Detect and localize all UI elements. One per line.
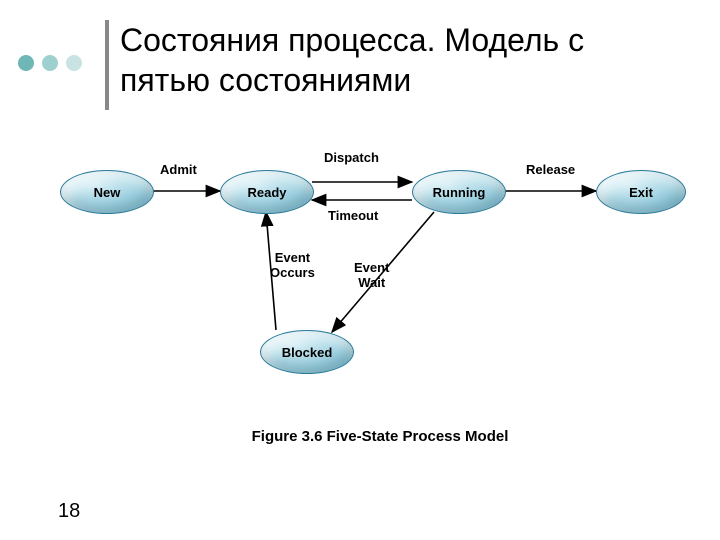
edge-label-new-ready: Admit <box>160 162 197 177</box>
node-running: Running <box>412 170 506 214</box>
figure-caption: Figure 3.6 Five-State Process Model <box>200 428 560 445</box>
state-diagram: Admit Dispatch Timeout Release EventWait Even… <box>20 140 700 420</box>
dot-2 <box>42 55 58 71</box>
node-blocked: Blocked <box>260 330 354 374</box>
node-exit: Exit <box>596 170 686 214</box>
node-ready: Ready <box>220 170 314 214</box>
edge-label-ready-running: Dispatch <box>324 150 379 165</box>
edge-label-blocked-ready: EventOccurs <box>270 250 315 280</box>
header-accent-bar <box>105 20 109 110</box>
page-number: 18 <box>58 500 80 523</box>
node-new: New <box>60 170 154 214</box>
slide-title: Состояния процесса. Модель с пятью состо… <box>120 20 680 100</box>
edge-label-running-exit: Release <box>526 162 575 177</box>
edge-label-running-blocked: EventWait <box>354 260 389 290</box>
edge-label-running-ready: Timeout <box>328 208 378 223</box>
header-dots <box>18 55 82 71</box>
dot-1 <box>18 55 34 71</box>
dot-3 <box>66 55 82 71</box>
